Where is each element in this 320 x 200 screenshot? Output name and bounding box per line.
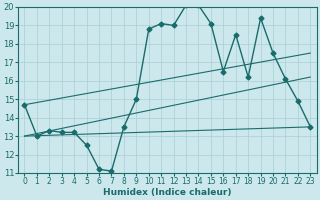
X-axis label: Humidex (Indice chaleur): Humidex (Indice chaleur) [103, 188, 232, 197]
